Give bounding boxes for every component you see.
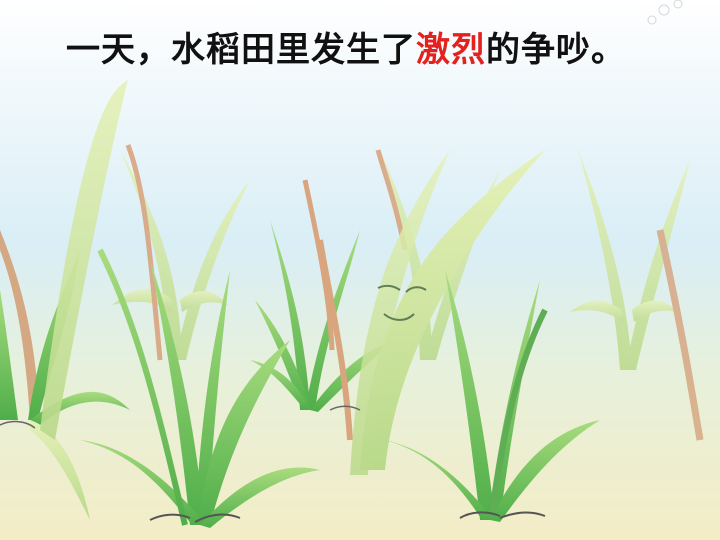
story-caption: 一天，水稻田里发生了激烈的争吵。 xyxy=(8,24,708,76)
smiling-rice-leaf-icon xyxy=(350,150,545,475)
rice-plant-icon xyxy=(570,150,704,441)
caption-text-before: 一天，水稻田里发生了 xyxy=(66,30,416,70)
sparkle-icon xyxy=(647,0,683,25)
rice-plant-icon xyxy=(112,144,250,361)
caption-highlight: 激烈 xyxy=(416,30,486,70)
rice-plant-icon xyxy=(385,270,600,522)
soil-roots xyxy=(0,405,361,429)
rice-plant-icon xyxy=(80,248,320,528)
rice-plant-icon xyxy=(0,80,130,520)
caption-text-after: 的争吵。 xyxy=(486,30,626,70)
